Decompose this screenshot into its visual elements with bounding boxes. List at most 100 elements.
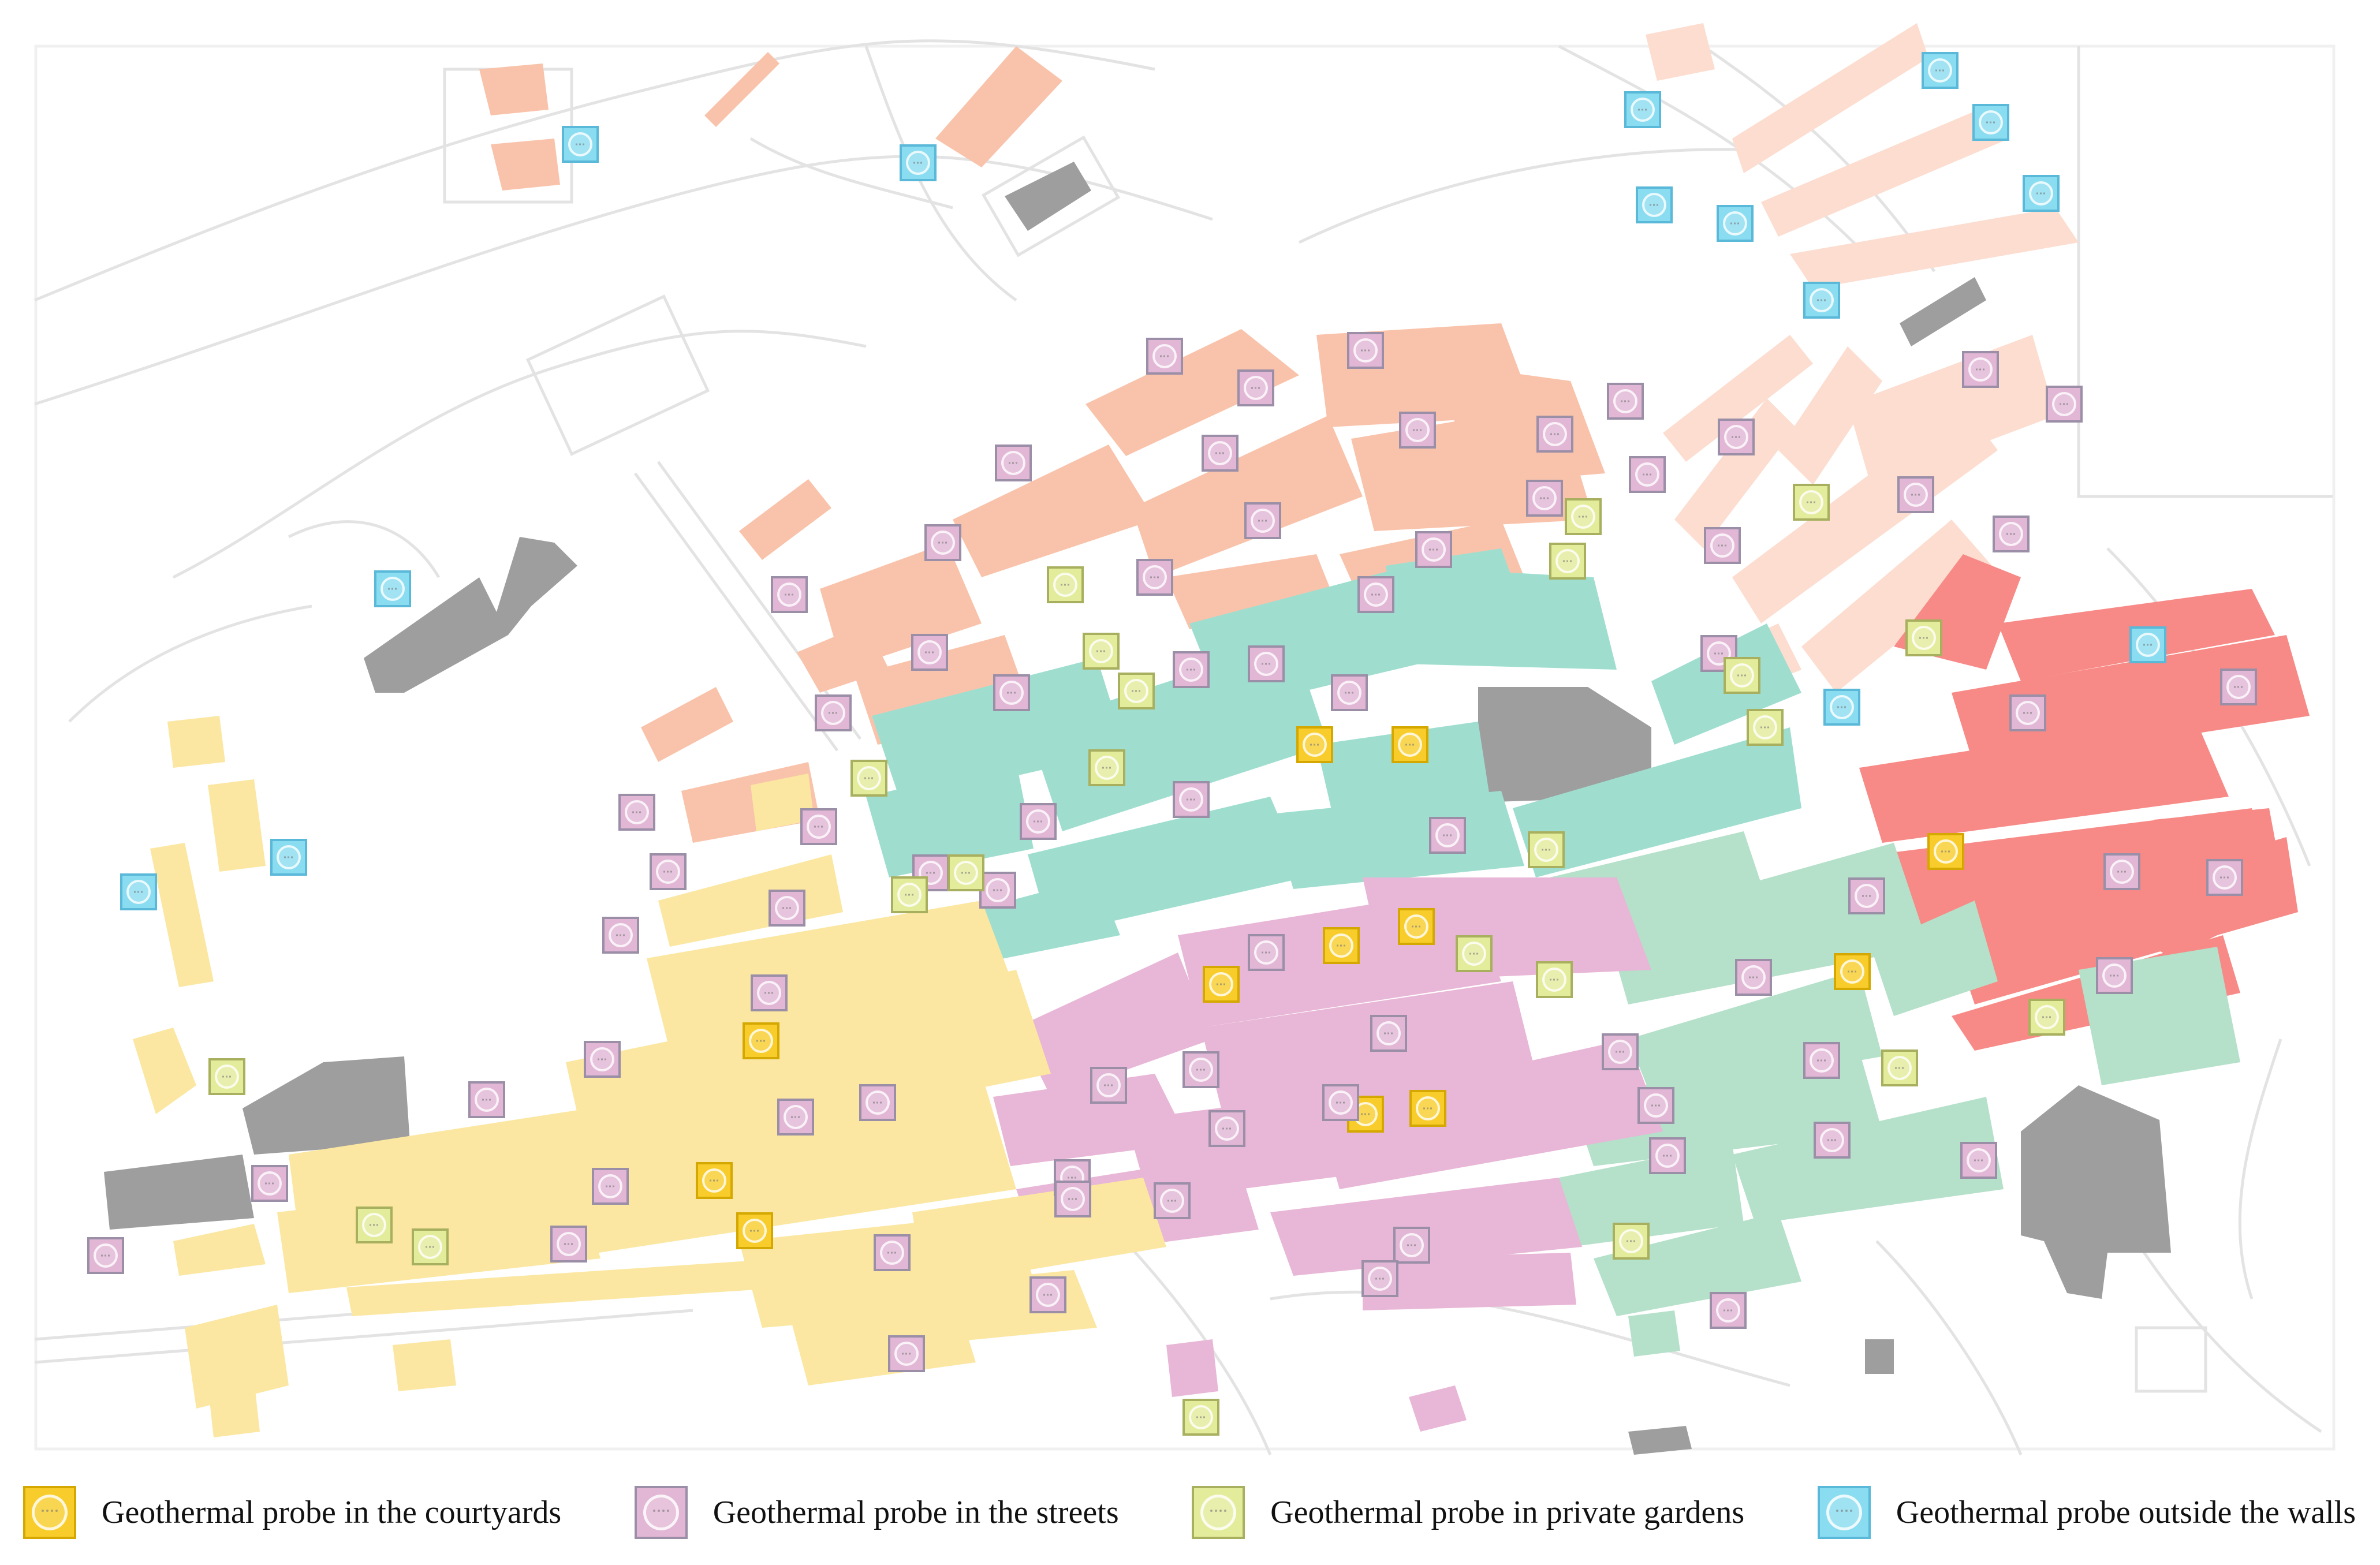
street-probe-marker: [1415, 531, 1452, 568]
street-probe-marker: [1182, 1051, 1219, 1088]
street-probe-marker: [1173, 781, 1210, 818]
street-probe-marker: [2009, 694, 2046, 731]
courtyard-probe-marker: [1392, 726, 1428, 763]
garden-probe-marker: [356, 1207, 393, 1243]
street-probe-marker: [771, 576, 808, 613]
street-probe-marker: [751, 974, 788, 1011]
outside-walls-probe-marker: [562, 126, 599, 163]
street-probe-marker: [2096, 957, 2133, 994]
street-probe-marker: [1090, 1067, 1127, 1104]
courtyard-probe-marker: [1834, 953, 1871, 990]
garden-probe-marker: [1613, 1223, 1650, 1260]
legend: Geothermal probe in the courtyards Geoth…: [23, 1478, 2356, 1547]
zone-salmon: [479, 46, 1605, 843]
street-probe-marker: [1347, 332, 1384, 369]
street-probe-marker: [1803, 1042, 1840, 1079]
street-probe-marker: [1962, 351, 1999, 388]
courtyard-probe-marker: [1409, 1090, 1446, 1127]
street-probe-marker: [1399, 412, 1436, 449]
outside-walls-probe-marker: [270, 839, 307, 876]
street-probe-marker: [911, 634, 948, 671]
street-probe-marker: [2103, 853, 2140, 890]
street-probe-marker: [1536, 416, 1573, 453]
garden-probe-marker: [1536, 961, 1573, 998]
courtyard-probe-marker: [1203, 966, 1240, 1003]
garden-probe-marker: [1881, 1049, 1918, 1086]
garden-probe-marker: [850, 760, 887, 797]
garden-probe-marker: [947, 854, 984, 891]
street-probe-marker: [1248, 645, 1285, 682]
courtyard-probe-marker: [743, 1022, 779, 1059]
street-probe-marker: [800, 808, 837, 845]
street-probe-marker: [1202, 435, 1239, 472]
garden-probe-marker: [1182, 1399, 1219, 1436]
street-probe-marker: [1710, 1292, 1747, 1329]
legend-label-outside-walls: Geothermal probe outside the walls: [1896, 1495, 2356, 1530]
street-probe-marker: [1607, 383, 1644, 420]
garden-probe-marker: [208, 1058, 245, 1095]
legend-label-gardens: Geothermal probe in private gardens: [1270, 1495, 1745, 1530]
outside-walls-probe-marker: [1803, 282, 1840, 319]
street-probe-marker: [1602, 1033, 1639, 1070]
street-probe-marker: [1029, 1276, 1066, 1313]
street-probe-marker: [2206, 859, 2243, 896]
street-probe-marker: [1993, 516, 2030, 552]
street-probe-marker: [251, 1165, 288, 1202]
street-probe-marker: [1629, 456, 1666, 493]
legend-item-gardens: Geothermal probe in private gardens: [1192, 1486, 1744, 1539]
street-probe-marker: [815, 694, 852, 731]
garden-probe-marker: [412, 1228, 449, 1265]
garden-probe-marker: [1565, 498, 1602, 535]
street-probe-marker: [1357, 576, 1394, 613]
outside-walls-probe-marker: [1972, 104, 2009, 141]
street-probe-marker: [468, 1081, 505, 1118]
street-probe-marker: [1248, 934, 1285, 971]
street-probe-marker: [1331, 674, 1368, 711]
street-probe-marker: [1208, 1110, 1245, 1147]
garden-probe-marker: [1905, 619, 1942, 656]
courtyard-probe-marker: [1927, 833, 1964, 870]
probe-markers: [87, 52, 2257, 1436]
street-probe-marker: [1244, 502, 1281, 539]
street-probe-marker: [1649, 1137, 1686, 1174]
legend-label-streets: Geothermal probe in the streets: [712, 1495, 1119, 1530]
street-probe-marker: [924, 524, 961, 561]
outside-walls-probe-marker: [1823, 689, 1860, 726]
courtyard-probe-marker: [1323, 927, 1360, 964]
street-probe-marker: [1526, 480, 1563, 517]
courtyard-probe-marker: [1296, 726, 1333, 763]
legend-label-courtyards: Geothermal probe in the courtyards: [102, 1495, 562, 1530]
street-probe-marker: [1054, 1181, 1091, 1217]
street-probe-marker: [1704, 527, 1741, 564]
landmark-buildings: [104, 162, 2171, 1455]
street-probe-marker: [1146, 338, 1183, 375]
street-probe-marker: [2220, 668, 2257, 705]
geothermal-probe-outside-walls-icon: [1817, 1486, 1871, 1539]
garden-probe-marker: [1047, 566, 1084, 603]
garden-probe-marker: [1088, 749, 1125, 786]
street-probe-marker: [1322, 1084, 1359, 1121]
street-probe-marker: [1814, 1122, 1851, 1159]
garden-probe-marker: [1549, 543, 1586, 580]
geothermal-probe-garden-icon: [1192, 1486, 1245, 1539]
outside-walls-probe-marker: [1636, 186, 1673, 223]
street-probe-marker: [1637, 1087, 1674, 1124]
street-probe-marker: [979, 872, 1016, 909]
garden-probe-marker: [2028, 999, 2065, 1036]
street-probe-marker: [777, 1099, 814, 1136]
street-probe-marker: [1370, 1015, 1407, 1052]
street-probe-marker: [1718, 419, 1755, 455]
street-probe-marker: [584, 1041, 621, 1078]
street-probe-marker: [592, 1168, 629, 1205]
street-probe-marker: [1361, 1260, 1398, 1297]
street-probe-marker: [618, 794, 655, 831]
outside-walls-probe-marker: [1717, 205, 1754, 242]
street-probe-marker: [1429, 817, 1466, 854]
street-probe-marker: [650, 853, 687, 890]
street-probe-marker: [993, 674, 1030, 711]
outside-walls-probe-marker: [1624, 91, 1661, 128]
street-probe-marker: [995, 445, 1032, 481]
street-probe-marker: [769, 890, 805, 927]
street-probe-marker: [1735, 959, 1772, 996]
outside-walls-probe-marker: [374, 570, 411, 607]
